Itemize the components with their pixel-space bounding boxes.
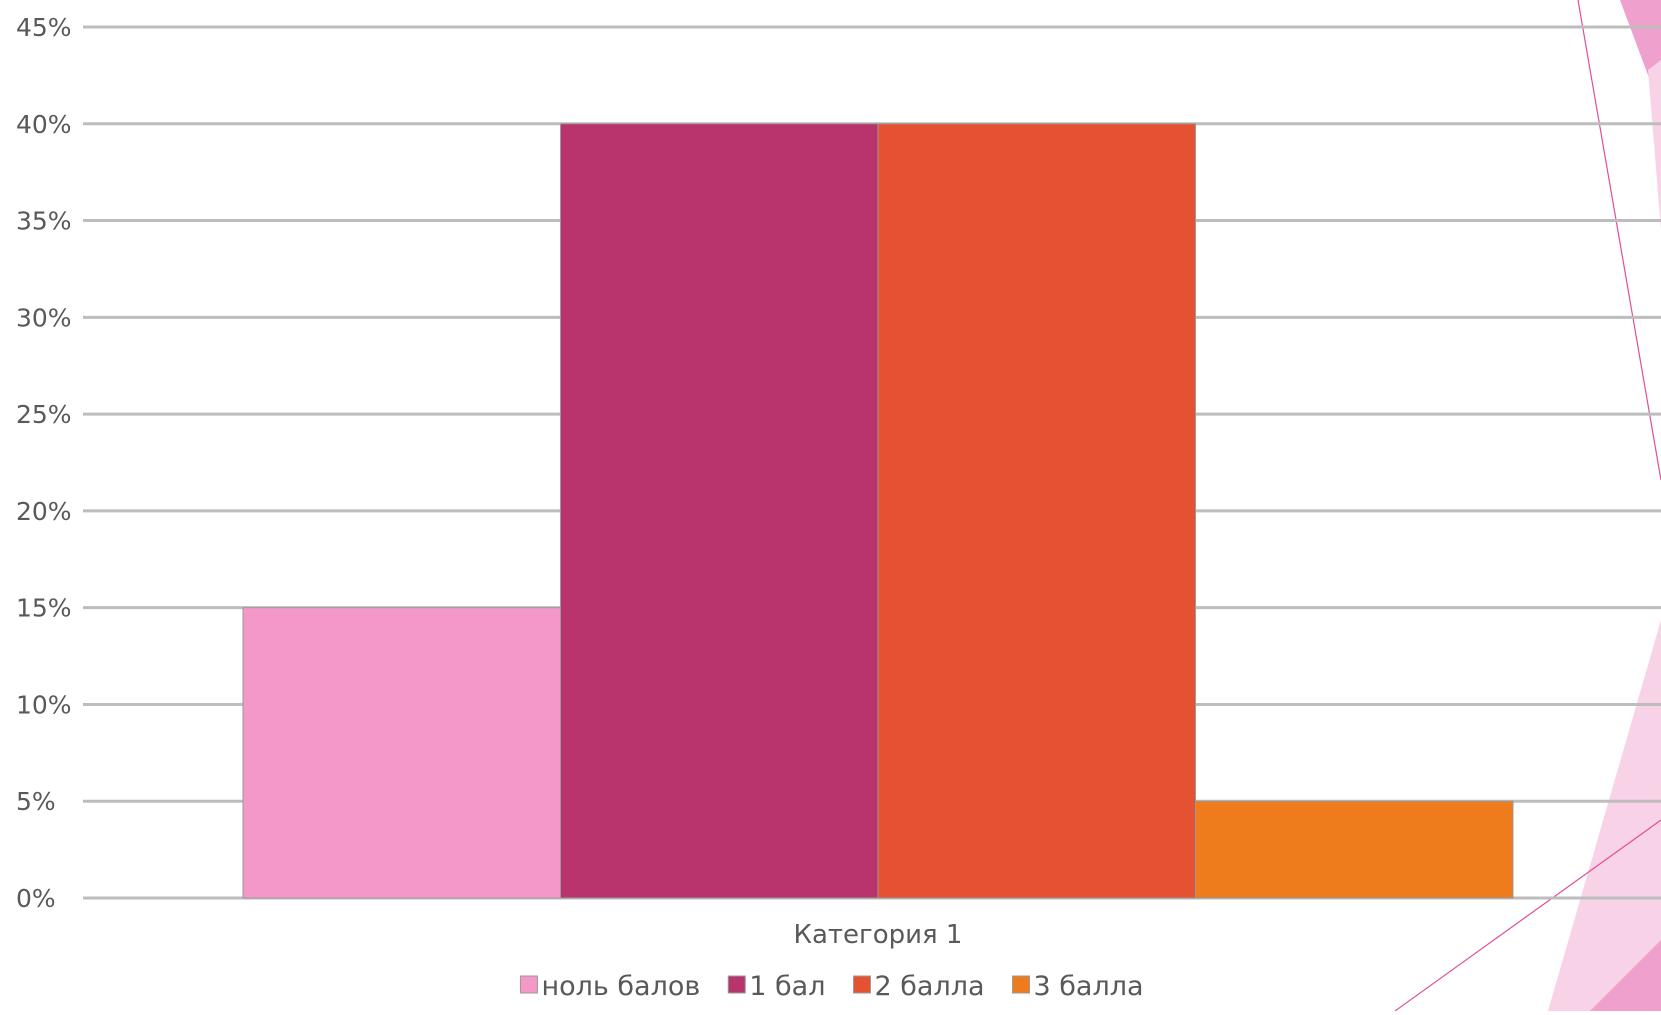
y-tick-label: 20% xyxy=(16,497,72,526)
y-tick-label: 0% xyxy=(16,884,56,913)
y-tick-label: 30% xyxy=(16,303,72,332)
decor-sliver-top xyxy=(1648,60,1661,230)
bar-4 xyxy=(1195,800,1514,899)
x-axis-category-labels: Категория 1 xyxy=(794,920,963,950)
legend-swatch xyxy=(1012,975,1031,994)
legend-label: ноль балов xyxy=(541,971,700,1002)
x-tick-label: Категория 1 xyxy=(794,920,963,950)
legend-swatch xyxy=(852,975,871,994)
legend-label: 1 бал xyxy=(749,971,825,1002)
legend-label: 3 балла xyxy=(1034,971,1144,1002)
legend-swatch xyxy=(727,975,746,994)
y-tick-label: 25% xyxy=(16,400,72,429)
y-tick-label: 45% xyxy=(16,13,72,42)
decor-triangle-bottom xyxy=(1590,940,1661,1011)
bars xyxy=(242,123,1514,899)
decor-triangle-bottom-light xyxy=(1548,620,1661,1011)
y-tick-label: 10% xyxy=(16,690,72,719)
decor-line-bottom xyxy=(1394,819,1661,1012)
bar-3 xyxy=(877,123,1196,899)
y-tick-label: 5% xyxy=(16,787,56,816)
y-tick-label: 35% xyxy=(16,207,72,236)
legend: ноль балов 1 бал 2 балла 3 балла xyxy=(519,971,1144,1002)
legend-label: 2 балла xyxy=(874,971,984,1002)
slide-decoration xyxy=(1394,0,1661,1012)
decor-line-top xyxy=(1577,0,1661,481)
legend-swatch xyxy=(519,975,538,994)
bar-2 xyxy=(560,123,879,899)
y-tick-label: 40% xyxy=(16,110,72,139)
bar-1 xyxy=(242,607,561,899)
y-axis-tick-labels: 0% 5% 10% 15% 20% 25% 30% 35% 40% 45% xyxy=(16,13,72,913)
y-tick-label: 15% xyxy=(16,594,72,623)
